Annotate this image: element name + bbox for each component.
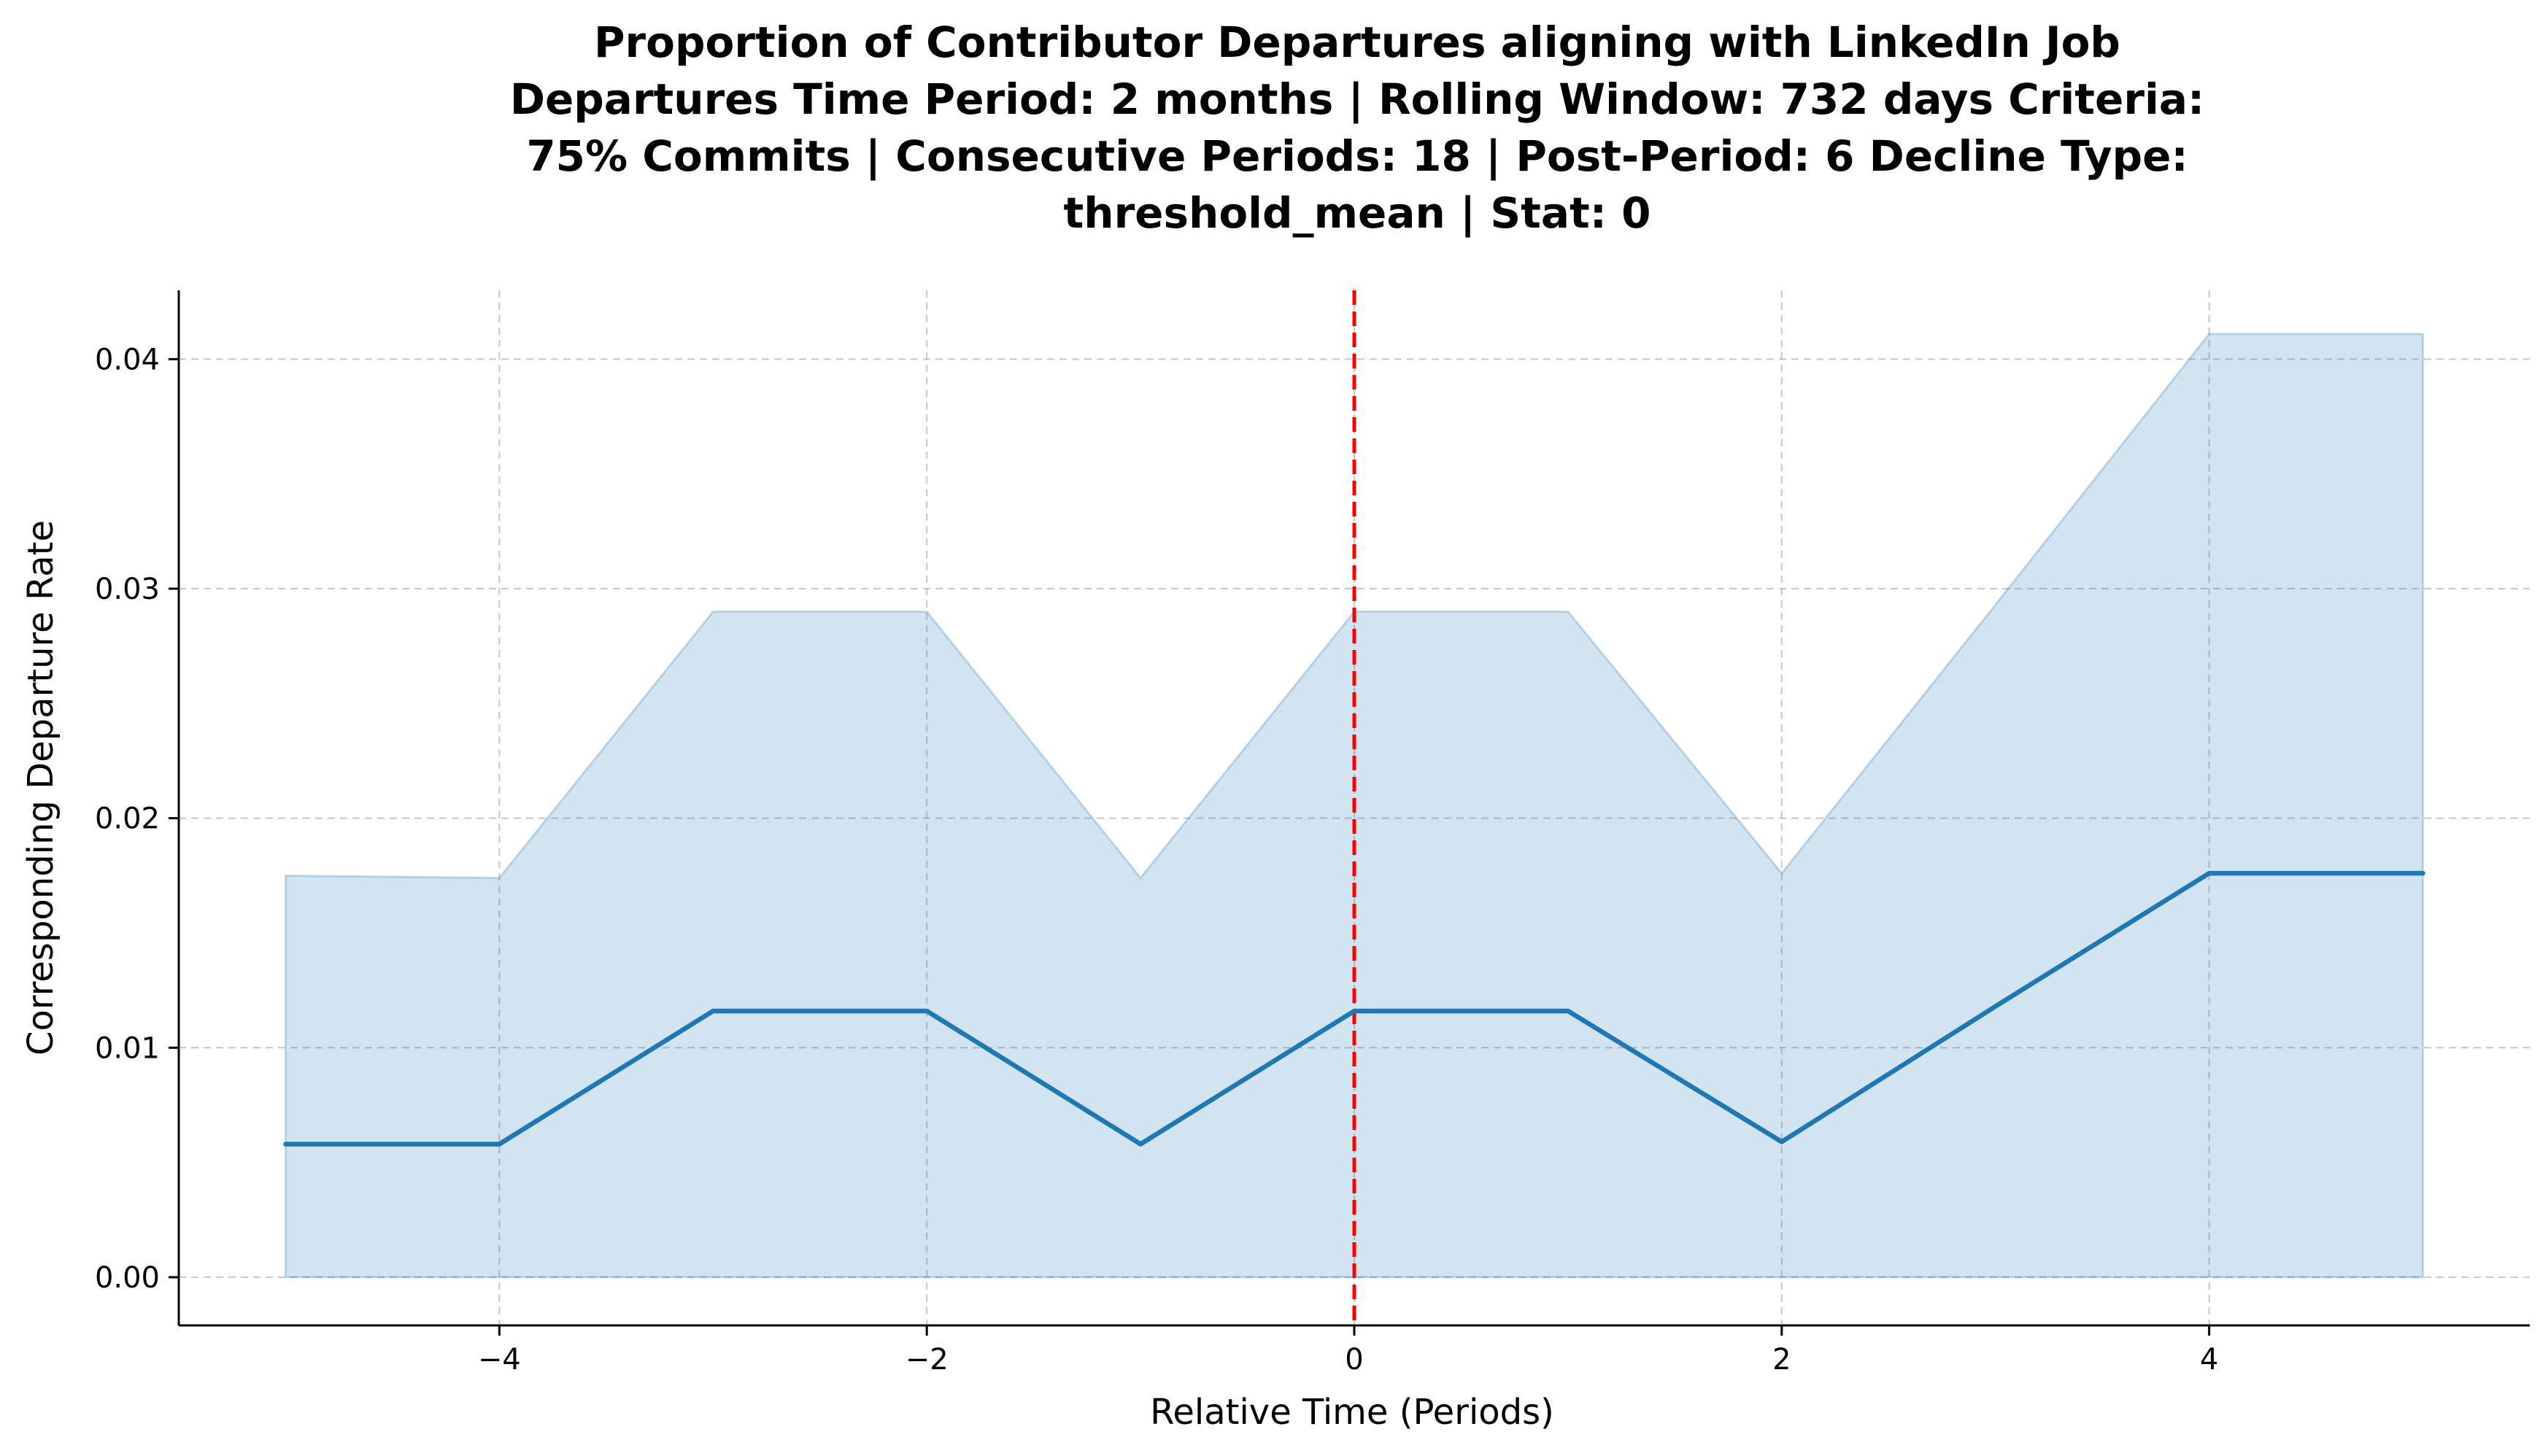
- data-point-0-6: [1567, 1010, 1569, 1012]
- y-axis-ticks: 0.00 0.01 0.02 0.03 0.04: [95, 343, 179, 1295]
- chart-title-line-2: Departures Time Period: 2 months | Rolli…: [510, 74, 2204, 124]
- data-point-0-8: [1994, 1005, 1996, 1007]
- x-tick-label-3: 2: [1772, 1343, 1791, 1376]
- series-line-group: [283, 870, 2425, 1147]
- data-point-0-2: [712, 1010, 714, 1012]
- x-tick-label-1: −2: [906, 1343, 949, 1376]
- x-tick-label-4: 4: [2200, 1343, 2218, 1376]
- chart-title-line-1: Proportion of Contributor Departures ali…: [594, 18, 2120, 67]
- y-tick-label-0: 0.00: [95, 1261, 160, 1295]
- chart-title-line-3: 75% Commits | Consecutive Periods: 18 | …: [526, 131, 2188, 181]
- data-point-0-10: [2422, 872, 2424, 875]
- grid: [179, 290, 2530, 1325]
- y-tick-label-1: 0.01: [95, 1031, 160, 1065]
- x-axis-ticks: −4 −2 0 2 4: [478, 1325, 2218, 1376]
- series-line-0: [283, 870, 2425, 1147]
- x-axis-label: Relative Time (Periods): [1150, 1392, 1554, 1433]
- data-point-0-4: [1140, 1143, 1142, 1145]
- y-tick-label-3: 0.03: [95, 573, 160, 606]
- y-axis-label: Corresponding Departure Rate: [20, 520, 61, 1056]
- x-tick-label-2: 0: [1345, 1343, 1363, 1376]
- data-point-0-0: [285, 1143, 287, 1145]
- chart-title-line-4: threshold_mean | Stat: 0: [1064, 188, 1651, 238]
- x-tick-label-0: −4: [478, 1343, 521, 1376]
- y-tick-label-4: 0.04: [95, 343, 160, 376]
- data-point-0-9: [2208, 872, 2210, 875]
- data-point-0-1: [498, 1143, 501, 1145]
- data-point-0-3: [926, 1010, 928, 1012]
- y-tick-label-2: 0.02: [95, 802, 160, 836]
- data-point-0-5: [1354, 1010, 1356, 1012]
- chart-title: Proportion of Contributor Departures ali…: [510, 18, 2204, 238]
- data-point-0-7: [1780, 1141, 1783, 1143]
